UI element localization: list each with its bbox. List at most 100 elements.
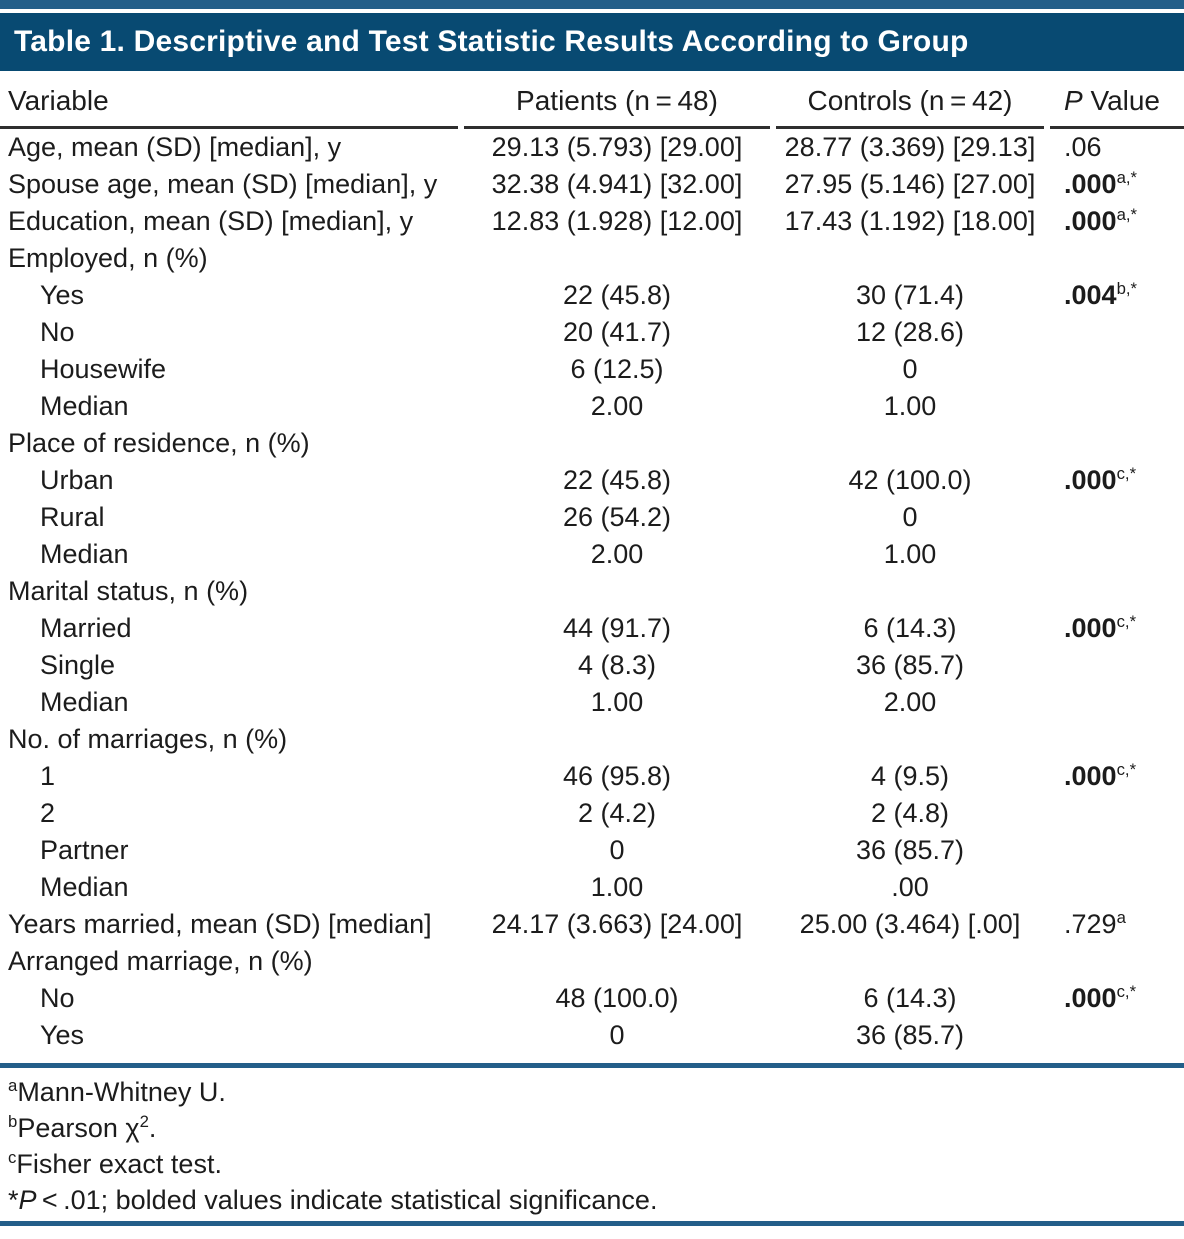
patients-value: 32.38 (4.941) [32.00] (491, 169, 743, 199)
table-row: Married 44 (91.7) 6 (14.3) .000c,* (0, 610, 1184, 647)
p-value-cell (1050, 684, 1184, 721)
footnote-text: . (148, 1113, 157, 1143)
patients-value: 20 (41.7) (562, 317, 672, 347)
table-row: Single 4 (8.3) 36 (85.7) (0, 647, 1184, 684)
controls-value (776, 573, 1044, 610)
controls-value: 17.43 (1.192) [18.00] (784, 206, 1036, 236)
patients-value: 12.83 (1.928) [12.00] (491, 206, 743, 236)
row-label: No. of marriages, n (%) (8, 724, 288, 754)
controls-value: 42 (100.0) (848, 465, 972, 495)
p-value-cell (1050, 388, 1184, 425)
p-value-cell (1050, 647, 1184, 684)
patients-value: 1.00 (590, 872, 644, 902)
controls-value (776, 721, 1044, 758)
row-label: Married (40, 613, 132, 643)
patients-value (464, 240, 770, 277)
footnote-superscript: a (8, 1076, 18, 1095)
p-value-superscript: c,* (1116, 464, 1137, 483)
controls-value: 6 (14.3) (863, 983, 957, 1013)
footnote-line: bPearson χ2. (8, 1110, 1184, 1146)
p-value-cell (1050, 832, 1184, 869)
p-value: .000 (1064, 206, 1117, 236)
controls-value: 4 (9.5) (870, 761, 950, 791)
p-value-cell: .000c,* (1050, 462, 1184, 499)
patients-value: 29.13 (5.793) [29.00] (491, 132, 743, 162)
section-row: Place of residence, n (%) (0, 425, 1184, 462)
row-label: Employed, n (%) (8, 243, 208, 273)
table-row: Yes 0 36 (85.7) (0, 1017, 1184, 1054)
table-row: Median 1.00 2.00 (0, 684, 1184, 721)
row-label: Median (40, 539, 129, 569)
patients-value: 2.00 (590, 391, 644, 421)
row-label: Age, mean (SD) [median], y (8, 132, 342, 162)
row-label: Partner (40, 835, 129, 865)
footnote-text: P (18, 1185, 37, 1215)
row-label: Yes (40, 280, 85, 310)
column-header-patients: Patients (n = 48) (464, 71, 770, 129)
p-value-superscript: b,* (1116, 279, 1138, 298)
row-label: No (40, 317, 75, 347)
patients-value (464, 425, 770, 462)
p-value-cell (1050, 314, 1184, 351)
row-label: Place of residence, n (%) (8, 428, 310, 458)
row-label: No (40, 983, 75, 1013)
table-header: Variable Patients (n = 48) Controls (n =… (0, 71, 1184, 129)
row-label: Arranged marriage, n (%) (8, 946, 313, 976)
patients-value: 48 (100.0) (555, 983, 679, 1013)
row-label: 2 (40, 798, 56, 828)
p-value-cell: .000a,* (1050, 166, 1184, 203)
controls-value: 36 (85.7) (855, 1020, 965, 1050)
table-row: Partner 0 36 (85.7) (0, 832, 1184, 869)
table-row: 1 46 (95.8) 4 (9.5) .000c,* (0, 758, 1184, 795)
p-value-cell: .000c,* (1050, 980, 1184, 1017)
table-title: Table 1. Descriptive and Test Statistic … (14, 25, 969, 58)
p-value-word: Value (1082, 85, 1161, 116)
controls-value: 27.95 (5.146) [27.00] (784, 169, 1036, 199)
table-row: Median 2.00 1.00 (0, 388, 1184, 425)
table-header-row: Variable Patients (n = 48) Controls (n =… (0, 71, 1184, 129)
row-label: Housewife (40, 354, 167, 384)
patients-value: 44 (91.7) (562, 613, 672, 643)
p-value: .000 (1064, 169, 1117, 199)
column-header-variable: Variable (0, 71, 458, 129)
patients-value: 22 (45.8) (562, 465, 672, 495)
footnote-text: * (8, 1185, 19, 1215)
p-value-cell: .000c,* (1050, 610, 1184, 647)
controls-value: 25.00 (3.464) [.00] (799, 909, 1021, 939)
table-row: Yes 22 (45.8) 30 (71.4) .004b,* (0, 277, 1184, 314)
p-value-superscript: a,* (1116, 205, 1138, 224)
table-row: Education, mean (SD) [median], y 12.83 (1… (0, 203, 1184, 240)
p-value-cell (1050, 240, 1184, 277)
controls-value: 6 (14.3) (863, 613, 957, 643)
p-value-cell (1050, 721, 1184, 758)
table-row: Spouse age, mean (SD) [median], y 32.38 (… (0, 166, 1184, 203)
section-row: No. of marriages, n (%) (0, 721, 1184, 758)
row-label: Years married, mean (SD) [median] (8, 909, 432, 939)
controls-value: 36 (85.7) (855, 835, 965, 865)
footnote-text: Mann-Whitney U. (17, 1077, 226, 1107)
footnote-text: Pearson χ (17, 1113, 140, 1143)
footnote-superscript: 2 (139, 1112, 149, 1131)
row-label: Yes (40, 1020, 85, 1050)
table-title-band: Table 1. Descriptive and Test Statistic … (0, 13, 1184, 71)
p-value-superscript: c,* (1116, 982, 1137, 1001)
p-value-cell (1050, 536, 1184, 573)
table-row: 2 2 (4.2) 2 (4.8) (0, 795, 1184, 832)
row-label: Spouse age, mean (SD) [median], y (8, 169, 438, 199)
controls-value: 1.00 (883, 391, 937, 421)
table-row: No 20 (41.7) 12 (28.6) (0, 314, 1184, 351)
footnote-superscript: b (8, 1112, 18, 1131)
table-body: Age, mean (SD) [median], y 29.13 (5.793) … (0, 129, 1184, 1054)
patients-value (464, 573, 770, 610)
row-label: Median (40, 872, 129, 902)
p-value-cell: .000a,* (1050, 203, 1184, 240)
patients-value: 2 (4.2) (577, 798, 657, 828)
patients-value: 2.00 (590, 539, 644, 569)
p-value-cell: .000c,* (1050, 758, 1184, 795)
stats-table: Variable Patients (n = 48) Controls (n =… (0, 71, 1184, 1054)
table-row: Age, mean (SD) [median], y 29.13 (5.793) … (0, 129, 1184, 166)
table-row: Median 1.00 .00 (0, 869, 1184, 906)
p-value-cell (1050, 869, 1184, 906)
row-label: Median (40, 687, 129, 717)
p-italic-letter: P (1064, 85, 1083, 116)
